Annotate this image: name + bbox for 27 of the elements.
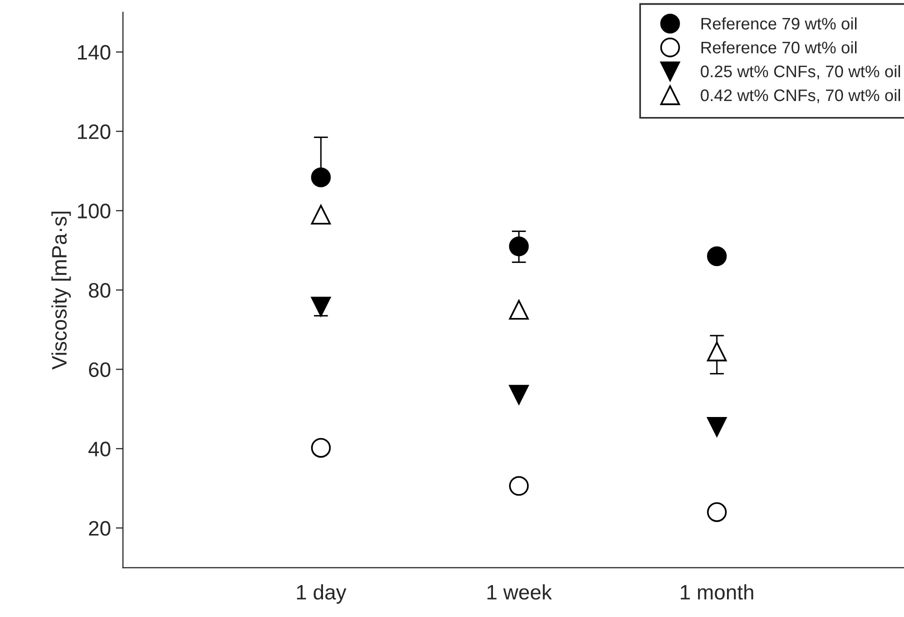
point	[311, 296, 331, 317]
y-tick-label: 140	[78, 45, 110, 60]
point	[311, 167, 331, 188]
point	[311, 204, 331, 224]
point	[509, 236, 529, 256]
point	[311, 438, 331, 458]
point	[707, 502, 727, 522]
point	[707, 342, 727, 362]
y-tick-label: 40	[88, 442, 110, 456]
y-tick-label: 120	[78, 124, 110, 140]
point	[509, 384, 529, 405]
point	[707, 246, 727, 266]
legend-label: Reference 79 wt% oil	[701, 17, 856, 30]
y-tick-label: 80	[88, 282, 110, 298]
x-tick-label: 1 day	[297, 584, 346, 604]
y-tick-label: 60	[89, 362, 110, 378]
y-tick-label: 20	[89, 520, 110, 536]
y-axis-title: Viscosity [mPa·s]	[51, 212, 71, 370]
point	[707, 416, 727, 437]
x-tick-label: 1 week	[487, 584, 552, 600]
x-tick-label: 1 month	[680, 584, 754, 600]
legend-label: Reference 70 wt% oil	[701, 41, 856, 54]
point	[509, 300, 529, 320]
legend-label: 0.42 wt% CNFs, 70 wt% oil	[700, 88, 900, 104]
y-tick-label: 100	[78, 204, 110, 218]
point	[509, 476, 529, 496]
legend-label: 0.25 wt% CNFs, 70 wt% oil	[700, 65, 900, 80]
